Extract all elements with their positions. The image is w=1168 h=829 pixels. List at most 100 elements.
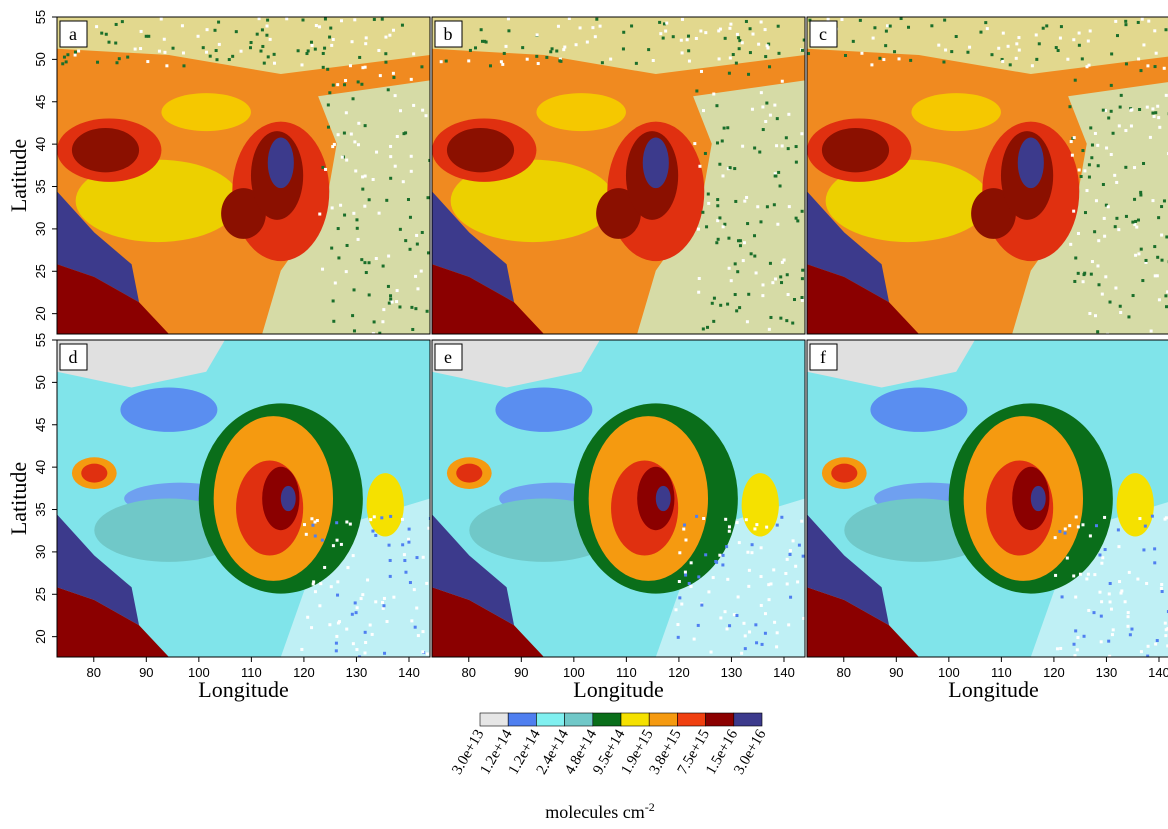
speckle xyxy=(702,516,706,520)
map-region xyxy=(596,188,641,239)
speckle xyxy=(728,26,732,30)
speckle xyxy=(907,25,911,29)
speckle xyxy=(759,603,763,607)
speckle xyxy=(162,37,166,41)
speckle xyxy=(1149,329,1153,333)
speckle xyxy=(665,21,669,25)
speckle xyxy=(1045,24,1049,28)
speckle xyxy=(1093,131,1097,135)
speckle xyxy=(410,619,414,623)
speckle xyxy=(1123,600,1127,604)
speckle xyxy=(355,648,359,652)
speckle xyxy=(1114,19,1118,23)
speckle xyxy=(954,35,958,39)
speckle xyxy=(1156,255,1160,259)
speckle xyxy=(480,39,484,43)
speckle xyxy=(1077,168,1081,172)
panel-label: c xyxy=(819,24,827,44)
speckle xyxy=(676,635,680,639)
speckle xyxy=(356,143,360,147)
speckle xyxy=(335,521,339,525)
y-tick-label: 30 xyxy=(33,222,48,236)
speckle xyxy=(1063,531,1067,535)
speckle xyxy=(1142,161,1146,165)
speckle xyxy=(369,518,373,522)
speckle xyxy=(748,51,752,55)
speckle xyxy=(1165,235,1168,239)
speckle xyxy=(734,199,738,203)
speckle xyxy=(717,29,721,33)
x-tick-label: 80 xyxy=(462,665,476,680)
speckle xyxy=(355,606,359,610)
speckle xyxy=(718,27,722,31)
speckle xyxy=(747,72,751,76)
speckle xyxy=(126,55,130,59)
map-panel xyxy=(57,340,430,657)
speckle xyxy=(328,91,332,95)
speckle xyxy=(740,41,744,45)
speckle xyxy=(1153,29,1157,33)
speckle xyxy=(555,49,559,53)
speckle xyxy=(600,61,604,65)
speckle xyxy=(1108,581,1112,585)
speckle xyxy=(716,219,720,223)
speckle xyxy=(412,52,416,56)
speckle xyxy=(1108,600,1112,604)
speckle xyxy=(1068,105,1072,109)
speckle xyxy=(504,44,508,48)
speckle xyxy=(182,64,186,68)
speckle xyxy=(268,37,272,41)
speckle xyxy=(415,556,419,560)
speckle xyxy=(720,139,724,143)
speckle xyxy=(753,254,757,258)
speckle xyxy=(1157,116,1161,120)
speckle xyxy=(1058,36,1062,40)
map-region xyxy=(821,127,890,173)
speckle xyxy=(300,647,304,651)
speckle xyxy=(909,58,913,62)
speckle xyxy=(634,61,638,65)
speckle xyxy=(312,580,316,584)
speckle xyxy=(1054,46,1058,50)
speckle xyxy=(357,121,361,125)
speckle xyxy=(1164,628,1168,632)
speckle xyxy=(738,39,742,43)
speckle xyxy=(723,610,727,614)
speckle xyxy=(1080,57,1084,61)
colorbar-box xyxy=(705,712,735,727)
speckle xyxy=(772,203,776,207)
speckle xyxy=(311,523,315,527)
speckle xyxy=(598,24,602,28)
map-region xyxy=(57,264,169,334)
speckle xyxy=(726,126,730,130)
speckle xyxy=(1108,654,1112,657)
map-region xyxy=(71,127,140,173)
speckle xyxy=(721,225,725,229)
speckle xyxy=(414,307,418,311)
speckle xyxy=(428,158,430,162)
speckle xyxy=(767,598,771,602)
speckle xyxy=(363,261,367,265)
speckle xyxy=(740,651,744,655)
speckle xyxy=(386,284,390,288)
speckle xyxy=(367,293,371,297)
speckle xyxy=(735,32,739,36)
panel-label-box xyxy=(434,20,463,48)
speckle xyxy=(755,523,759,527)
speckle xyxy=(704,553,708,557)
speckle xyxy=(321,65,325,69)
speckle xyxy=(408,247,412,251)
speckle xyxy=(1156,104,1160,108)
speckle xyxy=(402,132,406,136)
speckle xyxy=(930,24,934,28)
map-region xyxy=(221,188,266,239)
speckle xyxy=(759,91,763,95)
speckle xyxy=(767,327,771,331)
speckle xyxy=(719,616,723,620)
speckle xyxy=(727,525,731,529)
speckle xyxy=(1133,197,1137,201)
speckle xyxy=(800,209,804,213)
speckle xyxy=(674,608,678,612)
speckle xyxy=(676,623,680,627)
speckle xyxy=(732,613,736,617)
